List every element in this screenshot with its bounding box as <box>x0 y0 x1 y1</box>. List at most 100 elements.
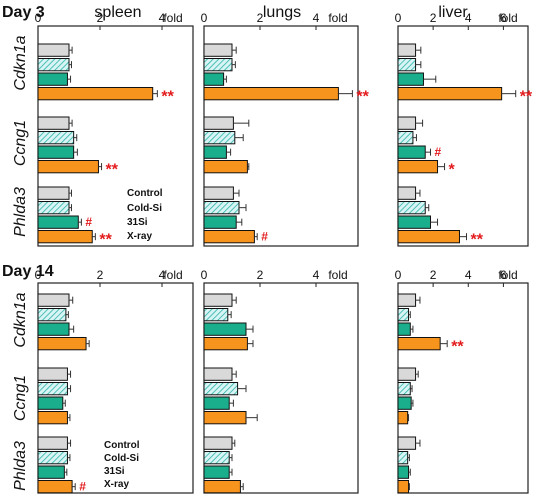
legend-entry-x-ray: X-ray <box>127 231 152 242</box>
axis-unit-label: fold <box>328 268 347 282</box>
bar-cdkn1a-cold-si <box>203 308 229 322</box>
bar-cdkn1a-cold-si <box>397 308 410 322</box>
bar-ccng1-cold-si <box>203 131 236 145</box>
bar-cdkn1a-x-ray <box>397 337 441 351</box>
panel-frame <box>397 282 529 494</box>
bar-ccng1-x-ray <box>37 411 68 425</box>
tick-label: 6 <box>500 268 507 282</box>
bar-cdkn1a-31si <box>37 322 70 336</box>
bar-phlda3-31si <box>397 465 410 479</box>
bar-ccng1-control <box>37 367 68 381</box>
bar-cdkn1a-31si <box>37 72 68 86</box>
tick-label: 4 <box>313 11 320 25</box>
bar-ccng1-31si <box>397 396 412 410</box>
legend-entry-31si: 31Si <box>127 217 148 228</box>
bar-ccng1-x-ray <box>203 160 248 174</box>
gene-labels-day3: Cdkn1a Ccng1 Phlda3 <box>12 35 29 237</box>
tick-label: 0 <box>35 268 42 282</box>
legend-entry-control: Control <box>127 188 163 199</box>
legend-day3: Control Cold-Si 31Si X-ray <box>127 188 163 242</box>
bar-cdkn1a-x-ray <box>37 337 87 351</box>
bar-phlda3-x-ray <box>203 230 255 244</box>
organ-title-liver: liver <box>438 4 468 21</box>
bar-cdkn1a-control <box>397 293 417 307</box>
organ-title-lungs: lungs <box>263 4 301 21</box>
bar-phlda3-cold-si <box>397 201 426 215</box>
tick-label: 2 <box>430 268 437 282</box>
significance-marker: # <box>79 480 86 494</box>
bar-ccng1-cold-si <box>397 131 414 145</box>
significance-marker: * <box>449 162 456 179</box>
significance-marker: ** <box>106 162 119 179</box>
bar-cdkn1a-control <box>203 43 233 57</box>
bar-cdkn1a-x-ray <box>397 87 503 101</box>
bar-ccng1-31si <box>37 145 75 159</box>
axis-unit-label: fold <box>498 268 517 282</box>
legend-day14: Control Cold-Si 31Si X-ray <box>104 440 140 490</box>
bar-ccng1-control <box>203 116 234 130</box>
day3-label: Day 3 <box>2 4 45 21</box>
tick-label: 4 <box>159 268 166 282</box>
bar-cdkn1a-31si <box>397 322 411 336</box>
bar-phlda3-31si <box>37 465 65 479</box>
significance-marker: ** <box>161 89 174 106</box>
significance-marker: ** <box>520 89 533 106</box>
legend-entry-x-ray: X-ray <box>104 479 129 490</box>
bar-cdkn1a-cold-si <box>37 308 67 322</box>
tick-label: 4 <box>159 11 166 25</box>
bar-cdkn1a-31si <box>397 72 424 86</box>
bar-phlda3-x-ray <box>203 480 241 494</box>
bar-ccng1-cold-si <box>397 382 411 396</box>
bar-ccng1-cold-si <box>37 131 75 145</box>
organ-title-spleen: spleen <box>94 4 141 21</box>
bar-ccng1-31si <box>203 396 230 410</box>
bar-ccng1-31si <box>203 145 227 159</box>
bar-ccng1-cold-si <box>37 382 68 396</box>
tick-label: 4 <box>465 11 472 25</box>
significance-marker: ** <box>356 89 369 106</box>
panel-lungs-day14: 0 2 4 fold <box>201 268 359 494</box>
bar-phlda3-control <box>37 436 68 450</box>
bar-ccng1-x-ray <box>397 411 409 425</box>
gene-label-cdkn1a: Cdkn1a <box>12 292 29 347</box>
significance-marker: ** <box>99 232 112 249</box>
bar-cdkn1a-cold-si <box>37 58 70 72</box>
tick-label: 0 <box>35 11 42 25</box>
bar-phlda3-control <box>37 186 70 200</box>
bar-phlda3-x-ray <box>37 230 93 244</box>
bar-ccng1-31si <box>37 396 64 410</box>
gene-label-ccng1: Ccng1 <box>12 375 29 421</box>
legend-entry-31si: 31Si <box>104 466 125 477</box>
bar-ccng1-control <box>37 116 70 130</box>
axis-unit-label: fold <box>163 268 182 282</box>
bar-phlda3-31si <box>397 215 431 229</box>
axis-unit-label: fold <box>163 11 182 25</box>
gene-label-phlda3: Phlda3 <box>12 441 29 491</box>
bar-cdkn1a-control <box>37 293 70 307</box>
bar-ccng1-x-ray <box>203 411 247 425</box>
bar-ccng1-31si <box>397 145 426 159</box>
bar-phlda3-cold-si <box>397 451 409 465</box>
bar-cdkn1a-x-ray <box>37 87 154 101</box>
organ-titles: spleen lungs liver <box>94 4 468 21</box>
bar-phlda3-31si <box>203 215 237 229</box>
bar-phlda3-control <box>203 186 234 200</box>
axis-unit-label: fold <box>328 11 347 25</box>
tick-label: 4 <box>465 268 472 282</box>
bar-phlda3-cold-si <box>203 451 230 465</box>
bar-cdkn1a-x-ray <box>203 87 339 101</box>
tick-label: 0 <box>395 11 402 25</box>
bar-phlda3-x-ray <box>37 480 73 494</box>
tick-label: 0 <box>201 268 208 282</box>
bar-ccng1-control <box>397 367 417 381</box>
bar-phlda3-31si <box>203 465 230 479</box>
tick-label: 0 <box>201 11 208 25</box>
day14-label: Day 14 <box>2 263 54 280</box>
tick-label: 2 <box>257 268 264 282</box>
significance-marker: # <box>85 215 92 229</box>
row-labels: Day 3 Day 14 <box>2 4 54 280</box>
